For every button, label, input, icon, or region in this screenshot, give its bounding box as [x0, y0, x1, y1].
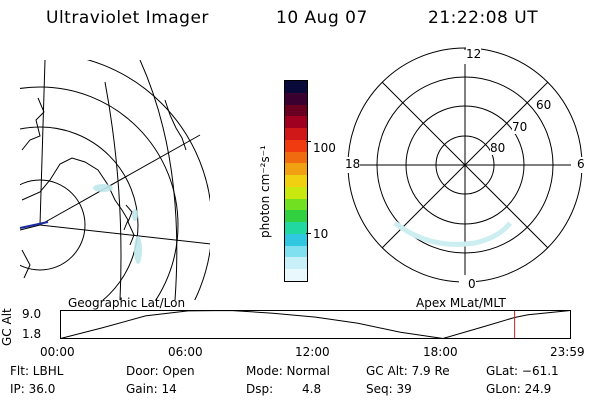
colorbar-segment: [285, 245, 307, 258]
colorbar-tick: [306, 233, 311, 234]
mlt-label-12: 12: [466, 47, 482, 61]
glat-info: GLat: −61.1: [486, 364, 559, 378]
meridian-line: [20, 224, 41, 231]
colorbar-tick-100: 100: [313, 141, 336, 155]
filter-info: Flt: LBHL: [10, 364, 64, 378]
colorbar-segment: [285, 128, 307, 140]
apex-label: Apex MLat/MLT: [416, 296, 506, 310]
terminator-line: [19, 221, 49, 229]
orbit-chart-ylabel: GC Alt: [0, 308, 14, 346]
geographic-label: Geographic Lat/Lon: [68, 296, 186, 310]
mode-info: Mode: Normal: [246, 364, 330, 378]
coastline: [21, 249, 31, 279]
instrument-title: Ultraviolet Imager: [46, 8, 209, 28]
orbit-chart-ytick-top: 9.0: [22, 307, 42, 321]
lat-circle: [20, 179, 86, 271]
orbit-xtick-1200: 12:00: [295, 345, 330, 359]
colorbar-segment: [285, 116, 307, 129]
mlt-label-6: 6: [577, 157, 585, 171]
meridian-line: [139, 60, 178, 300]
colorbar-segment: [285, 233, 307, 246]
aurora-patch: [134, 236, 142, 264]
colorbar-segment: [285, 210, 307, 223]
colorbar-segment: [285, 257, 307, 270]
orbit-altitude-chart: [60, 310, 571, 340]
colorbar-units-label: photon cm⁻²s⁻¹: [258, 145, 272, 238]
colorbar-segment: [285, 175, 307, 187]
coastline: [21, 97, 45, 151]
mlt-diagonal: [381, 81, 549, 249]
colorbar-segment: [285, 198, 307, 211]
coastline: [125, 204, 135, 246]
lat-circle: [20, 86, 179, 300]
meridian-line: [39, 60, 46, 226]
orbit-altitude-line: [60, 310, 571, 340]
colorbar-segment: [285, 186, 307, 199]
apex-polar-plot: [339, 47, 585, 291]
meridian-line: [39, 224, 210, 245]
colorbar-segment: [285, 92, 307, 105]
aurora-patch: [132, 209, 138, 221]
observation-date: 10 Aug 07: [276, 8, 368, 28]
colorbar-segment: [285, 139, 307, 152]
orbit-chart-ytick-bottom: 1.8: [22, 327, 42, 341]
colorbar-segment: [285, 151, 307, 164]
colorbar-segment: [285, 163, 307, 176]
geographic-map: [19, 60, 210, 300]
orbit-xtick-1800: 18:00: [423, 345, 458, 359]
mlat-label-80: 80: [490, 141, 506, 155]
gain-info: Gain: 14: [126, 382, 177, 396]
colorbar-segment: [285, 104, 307, 117]
ip-info: IP: 36.0: [10, 382, 56, 396]
coastline: [164, 99, 187, 151]
colorbar-segment: [285, 269, 307, 282]
meridian-line: [104, 81, 122, 300]
colorbar-tick: [306, 141, 311, 142]
mlat-label-70: 70: [512, 120, 528, 134]
glon-info: GLon: 24.9: [486, 382, 552, 396]
lat-circle: [20, 126, 139, 300]
meridian-line: [39, 134, 201, 226]
colorbar-tick-10: 10: [313, 227, 329, 241]
mlt-label-18: 18: [345, 157, 361, 171]
door-info: Door: Open: [126, 364, 195, 378]
aurora-oval: [393, 221, 513, 247]
orbit-xtick-0000: 00:00: [40, 345, 75, 359]
gc-alt-info: GC Alt: 7.9 Re: [366, 364, 450, 378]
mlt-label-0: 0: [468, 277, 476, 291]
mlat-label-60: 60: [536, 98, 552, 112]
colorbar: [284, 80, 308, 282]
colorbar-segment: [285, 81, 307, 93]
observation-time: 21:22:08 UT: [428, 8, 539, 28]
dsp-label: Dsp:: [246, 382, 274, 396]
seq-info: Seq: 39: [366, 382, 412, 396]
aurora-patch: [93, 184, 113, 192]
orbit-xtick-0600: 06:00: [168, 345, 203, 359]
dsp-value: 4.8: [302, 382, 322, 396]
orbit-xtick-2359: 23:59: [550, 345, 585, 359]
colorbar-segment: [285, 222, 307, 234]
coastline: [21, 157, 129, 231]
orbit-chart-frame: [60, 310, 571, 339]
